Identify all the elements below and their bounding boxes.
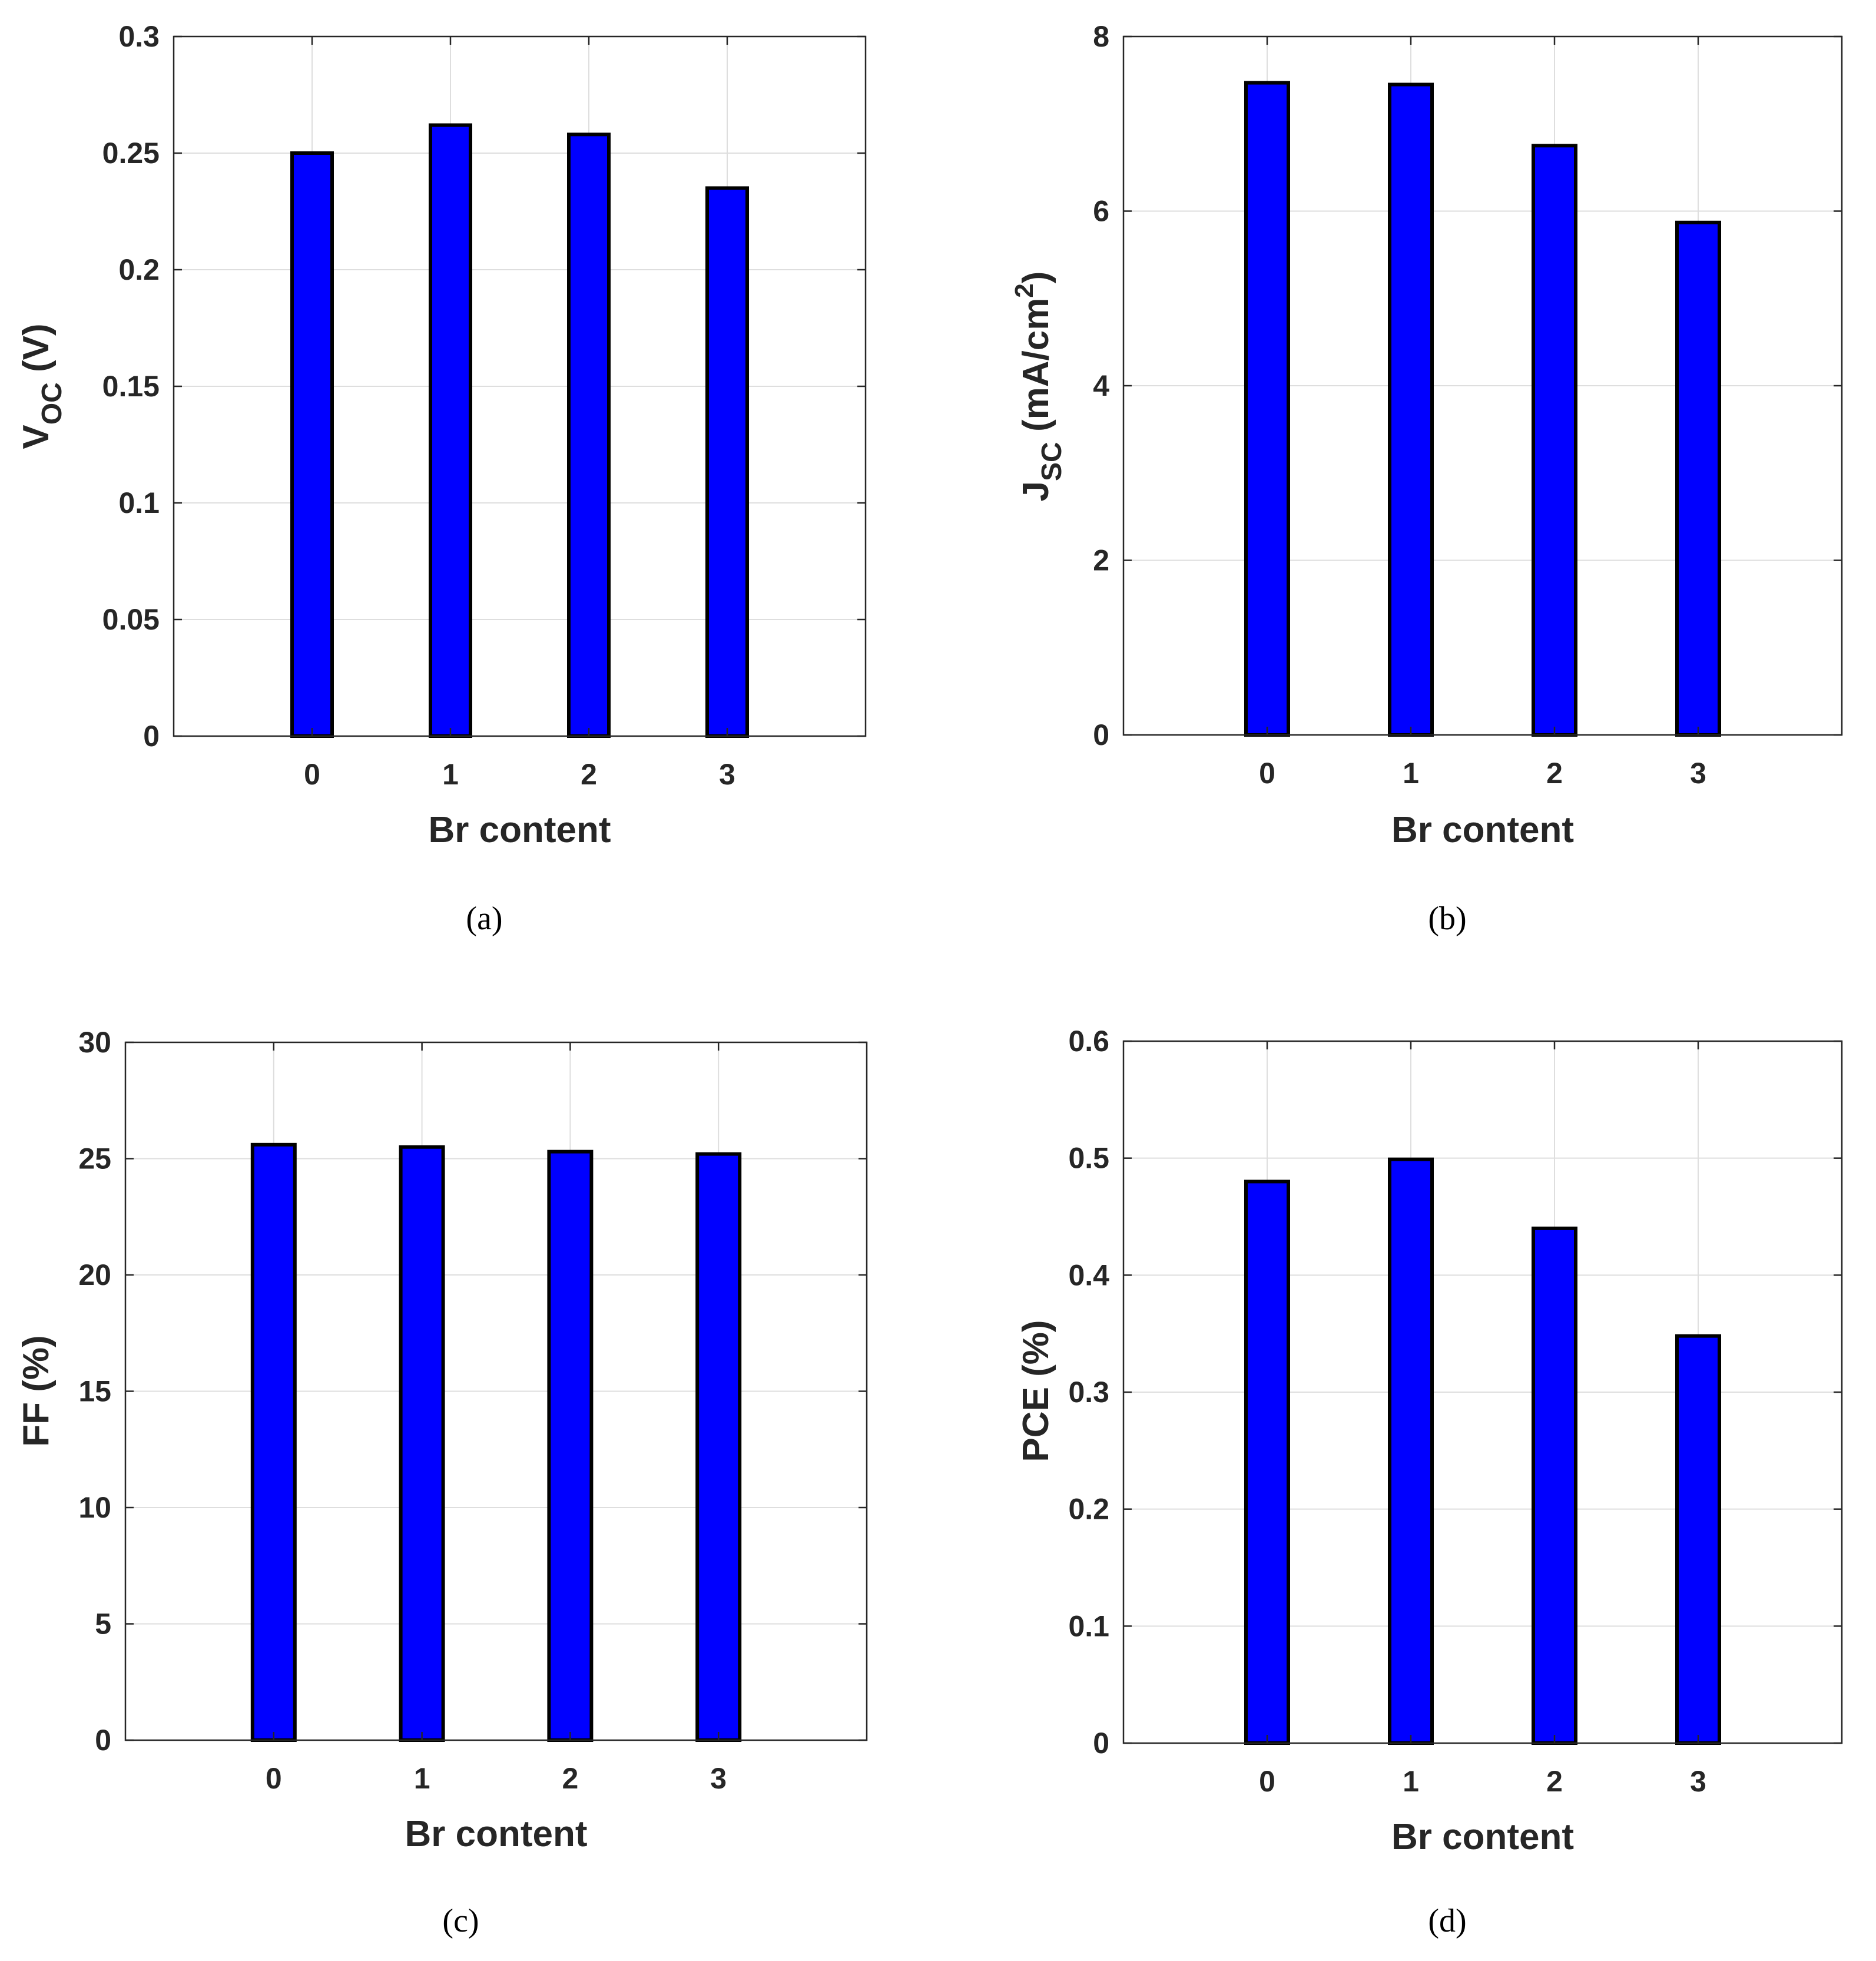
y-axis-label-end: ) (1016, 271, 1056, 284)
bar-1 (429, 123, 472, 738)
x-tick-label: 0 (304, 758, 320, 791)
y-tick-label: 0.5 (1068, 1142, 1109, 1175)
y-axis-label-main: V (16, 425, 57, 449)
axes-box (124, 1041, 868, 1741)
x-tick-label: 0 (266, 1762, 282, 1795)
y-tick-label: 5 (95, 1608, 111, 1641)
x-tick-label: 0 (1259, 757, 1275, 790)
bar-2 (1532, 144, 1577, 737)
chart-panel-c: 0 5 10 15 20 25 30 0 1 2 3 Br content FF (%) (c) (16, 1026, 868, 1939)
y-tick-label: 30 (78, 1026, 111, 1059)
bar-3 (1675, 1334, 1721, 1745)
panel-label: (b) (1428, 900, 1466, 937)
axes-box (1122, 1040, 1843, 1744)
y-tick-label: 15 (78, 1375, 111, 1408)
y-axis-label-units: (mA/cm (1016, 298, 1056, 442)
bar-2 (567, 132, 611, 738)
axes-box (173, 35, 867, 737)
x-axis-label: Br content (1391, 1817, 1574, 1857)
panel-label: (c) (442, 1903, 479, 1939)
y-tick-label: 0 (95, 1724, 111, 1757)
bar-1 (1388, 1157, 1434, 1745)
x-tick-label: 2 (1546, 757, 1563, 790)
axes-box (1122, 35, 1843, 736)
y-axis-label: FF (%) (16, 1335, 57, 1446)
y-tick-label: 6 (1093, 195, 1109, 228)
x-tick-label: 1 (442, 758, 459, 791)
bar-0 (290, 151, 334, 738)
x-axis-label: Br content (429, 810, 611, 850)
y-axis-label: VOC (V) (16, 323, 68, 449)
y-tick-label: 0.1 (118, 486, 160, 519)
x-tick-label: 1 (1403, 757, 1419, 790)
x-axis-label: Br content (405, 1814, 588, 1854)
y-tick-label: 0.2 (1068, 1493, 1109, 1526)
y-axis-label: PCE (%) (1016, 1320, 1056, 1462)
y-tick-label: 20 (78, 1258, 111, 1291)
x-tick-label: 2 (581, 758, 597, 791)
bar-0 (250, 1142, 297, 1743)
bar-0 (1244, 81, 1290, 737)
y-tick-label: 0.25 (102, 137, 160, 170)
bar-0 (1244, 1180, 1290, 1745)
x-axis-label: Br content (1391, 810, 1574, 850)
panel-label: (a) (466, 900, 502, 937)
chart-panel-d: 0 0.1 0.2 0.3 0.4 0.5 0.6 0 1 2 3 Br content PCE (%)… (1016, 1025, 1843, 1939)
y-tick-label: 0.05 (102, 603, 160, 636)
x-tick-label: 0 (1259, 1765, 1275, 1798)
y-axis-label-subscript: SC (1036, 442, 1068, 481)
x-tick-label: 2 (1546, 1765, 1563, 1798)
bar-3 (695, 1152, 742, 1742)
x-tick-label: 1 (414, 1762, 430, 1795)
y-tick-label: 8 (1093, 20, 1109, 53)
y-tick-label: 0 (1093, 718, 1109, 751)
x-tick-label: 3 (719, 758, 735, 791)
bar-2 (1532, 1226, 1577, 1745)
y-tick-label: 10 (78, 1491, 111, 1524)
x-tick-label: 3 (710, 1762, 727, 1795)
bar-2 (547, 1150, 594, 1742)
panel-label: (d) (1428, 1903, 1466, 1939)
x-tick-label: 3 (1690, 757, 1706, 790)
y-axis-label-main: FF (%) (16, 1335, 57, 1446)
chart-panel-a: 0 0.05 0.1 0.15 0.2 0.25 0.3 0 1 2 3 Br content VOC … (16, 20, 867, 937)
y-tick-label: 2 (1093, 544, 1109, 577)
y-tick-label: 4 (1093, 369, 1109, 402)
y-tick-label: 0.6 (1068, 1025, 1109, 1058)
y-tick-label: 0.1 (1068, 1609, 1109, 1642)
y-tick-label: 0 (143, 720, 160, 753)
bar-3 (1675, 220, 1721, 737)
y-tick-label: 0.15 (102, 370, 160, 403)
y-tick-label: 0.3 (1068, 1376, 1109, 1409)
y-axis-label: JSC (mA/cm2) (1010, 271, 1068, 502)
y-axis-label-main: PCE (%) (1016, 1320, 1056, 1462)
y-axis-label-main: J (1016, 481, 1056, 501)
y-axis-label-subscript: OC (37, 382, 68, 425)
y-tick-label: 0 (1093, 1727, 1109, 1760)
y-tick-label: 0.4 (1068, 1258, 1109, 1291)
x-tick-label: 1 (1403, 1765, 1419, 1798)
bar-3 (705, 186, 749, 738)
bar-1 (399, 1145, 445, 1742)
y-tick-label: 25 (78, 1142, 111, 1175)
y-axis-label-superscript: 2 (1010, 283, 1039, 297)
bar-1 (1388, 82, 1434, 737)
x-tick-label: 3 (1690, 1765, 1706, 1798)
y-tick-label: 0.3 (118, 20, 160, 53)
y-tick-label: 0.2 (118, 253, 160, 286)
x-tick-label: 2 (562, 1762, 578, 1795)
y-axis-label-units: (V) (16, 323, 57, 382)
